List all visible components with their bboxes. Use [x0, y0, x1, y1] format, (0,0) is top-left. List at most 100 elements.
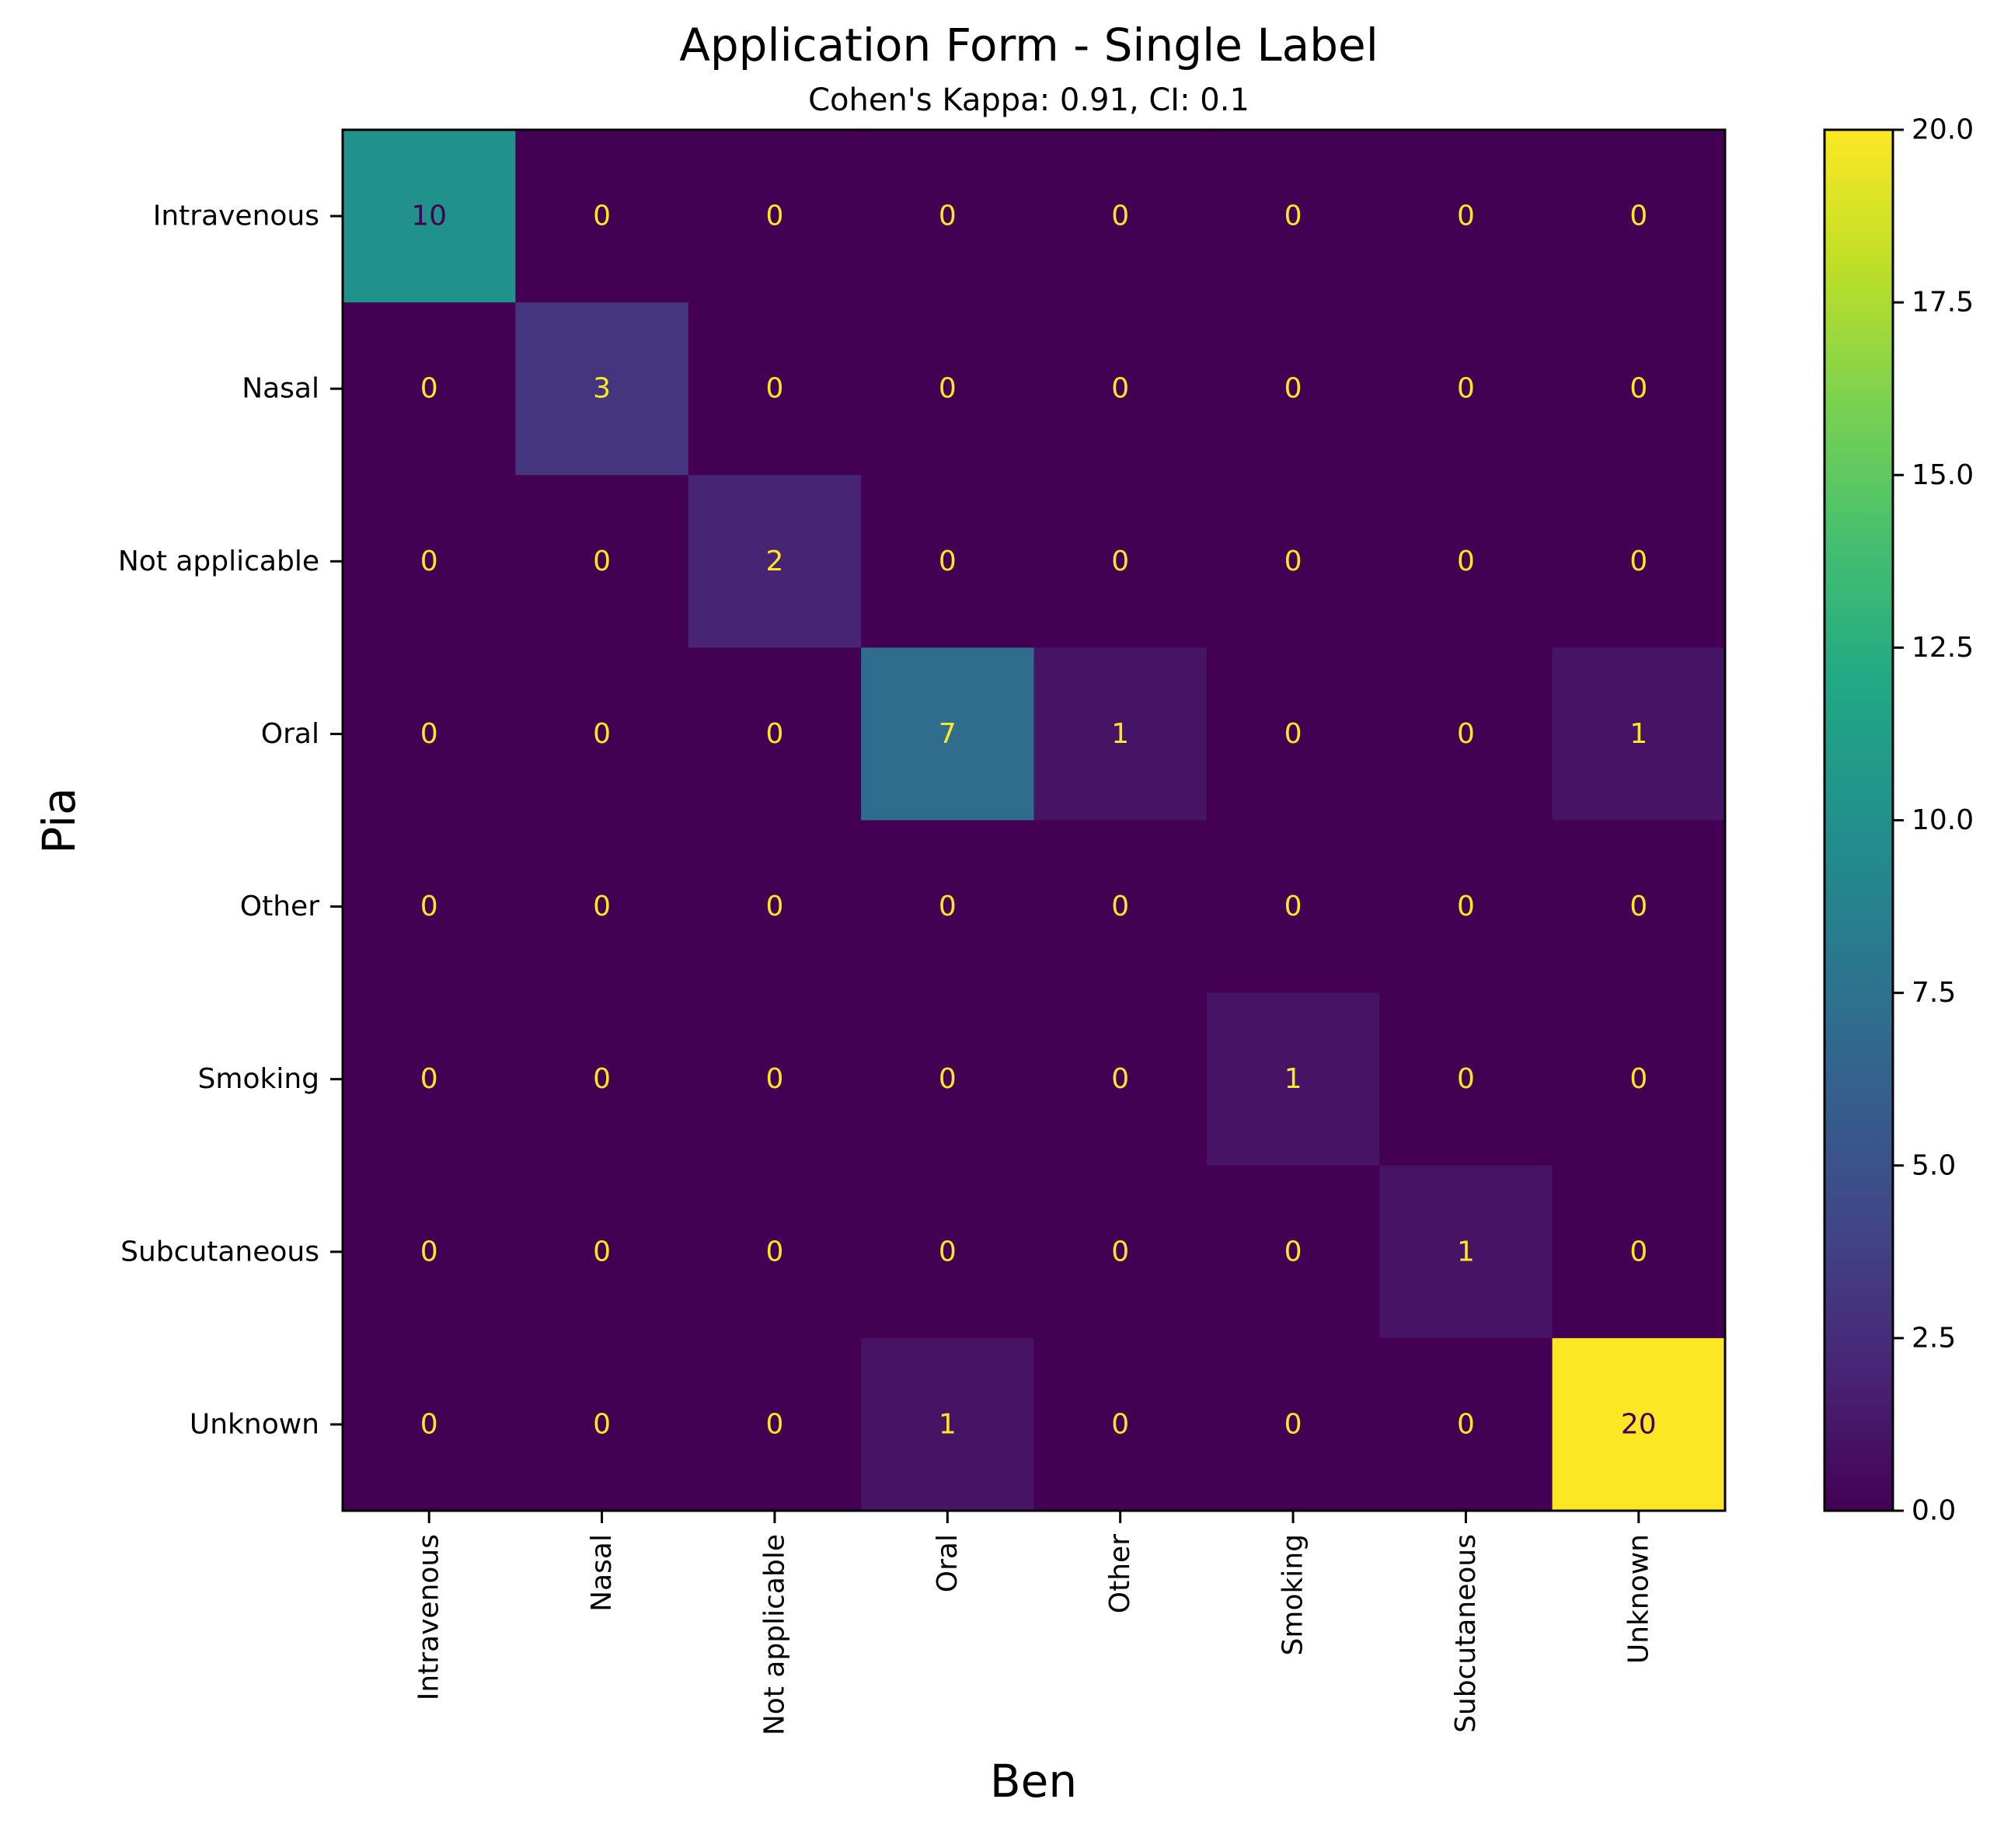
x-tick-label: Oral: [932, 1534, 964, 1592]
cell-value-label: 0: [420, 373, 438, 405]
heatmap-cell: [1379, 475, 1553, 648]
chart-subtitle: Cohen's Kappa: 0.91, CI: 0.1: [808, 82, 1249, 118]
cell-value-label: 0: [1111, 1236, 1129, 1267]
x-tick-label: Unknown: [1622, 1534, 1654, 1664]
cell-value-label: 0: [1284, 718, 1302, 750]
cell-value-label: 0: [420, 1408, 438, 1440]
cell-value-label: 10: [411, 200, 447, 232]
heatmap-cell: [1379, 820, 1553, 994]
cell-value-label: 1: [1629, 718, 1647, 750]
x-tick-label: Subcutaneous: [1450, 1534, 1482, 1733]
cell-value-label: 0: [939, 891, 957, 922]
cell-value-label: 0: [1284, 1408, 1302, 1440]
colorbar: [1823, 128, 1894, 1512]
heatmap-cell: [515, 820, 689, 994]
chart-title: Application Form - Single Label: [679, 19, 1378, 71]
heatmap-cell: [861, 302, 1035, 476]
heatmap-cell: [1206, 820, 1380, 994]
heatmap-cell: [688, 820, 862, 994]
heatmap-cell: [1033, 647, 1208, 821]
cell-value-label: 0: [1457, 1063, 1475, 1095]
cell-value-label: 0: [593, 891, 611, 922]
y-tick-label: Smoking: [198, 1063, 319, 1095]
heatmap-cell: [1033, 1337, 1208, 1512]
y-tick-label: Subcutaneous: [120, 1236, 319, 1267]
cell-value-label: 0: [1457, 891, 1475, 922]
heatmap-cell: [688, 130, 862, 303]
heatmap-cell: [688, 992, 862, 1166]
cell-value-label: 3: [593, 373, 611, 405]
cell-value-label: 0: [593, 718, 611, 750]
heatmap-cell: [515, 302, 689, 476]
colorbar-tick-label: 17.5: [1912, 287, 1974, 319]
cell-value-label: 0: [1284, 1236, 1302, 1267]
heatmap-cell: [688, 302, 862, 476]
cell-value-label: 1: [1457, 1236, 1475, 1267]
cell-value-label: 0: [765, 1236, 783, 1267]
cell-value-label: 0: [765, 1408, 783, 1440]
cell-value-label: 0: [939, 546, 957, 577]
x-axis: Intravenous Nasal Not applicable Oral Other S…: [413, 1511, 1654, 1735]
cell-value-label: 1: [1284, 1063, 1302, 1095]
heatmap-cell: [1552, 302, 1726, 476]
heatmap-cell: [1206, 475, 1380, 648]
cell-value-label: 0: [1284, 546, 1302, 577]
y-tick-label: Not applicable: [118, 546, 319, 577]
heatmap-cell: [515, 992, 689, 1166]
heatmap-cell: [1033, 1165, 1208, 1339]
cell-value-label: 0: [1629, 1236, 1647, 1267]
colorbar-tick-label: 10.0: [1912, 804, 1974, 836]
cell-value-label: 0: [1111, 200, 1129, 232]
cell-value-label: 0: [593, 1063, 611, 1095]
cell-value-label: 0: [420, 1063, 438, 1095]
cell-value-label: 0: [1457, 1408, 1475, 1440]
heatmap-cell: [1552, 992, 1726, 1166]
cell-value-label: 0: [939, 200, 957, 232]
heatmap-cell: [1552, 130, 1726, 303]
cell-value-label: 0: [1457, 200, 1475, 232]
x-tick-label: Nasal: [586, 1534, 618, 1612]
heatmap-cell: [861, 992, 1035, 1166]
heatmap-cell: [1033, 820, 1208, 994]
cell-value-label: 0: [1629, 200, 1647, 232]
cell-value-label: 0: [1284, 891, 1302, 922]
heatmap-cell: [343, 647, 516, 821]
heatmap-cell: [343, 820, 516, 994]
x-tick-label: Smoking: [1277, 1534, 1309, 1655]
heatmap-cell: [343, 302, 516, 476]
heatmap-cell: [1033, 992, 1208, 1166]
y-tick-label: Other: [240, 891, 319, 922]
heatmap-cell: [1033, 130, 1208, 303]
heatmap-cell: [1033, 475, 1208, 648]
cell-value-label: 0: [420, 546, 438, 577]
cell-value-label: 0: [1111, 546, 1129, 577]
cell-value-label: 0: [765, 200, 783, 232]
y-tick-label: Unknown: [190, 1408, 319, 1440]
heatmap-cell: [1552, 1165, 1726, 1339]
cell-value-label: 0: [765, 373, 783, 405]
heatmap-cell: [1552, 647, 1726, 821]
heatmap-cell: [1206, 302, 1380, 476]
heatmap-cell: [1552, 475, 1726, 648]
heatmap-cell: [515, 475, 689, 648]
heatmap-cell: [343, 992, 516, 1166]
heatmap-cell: [1206, 1337, 1380, 1512]
heatmap-cell: [1033, 302, 1208, 476]
heatmap-cell: [1552, 1337, 1726, 1512]
cell-value-label: 0: [1457, 718, 1475, 750]
colorbar-ticks: 0.0 2.5 5.0 7.5 10.0 12.5 15.0 17.5 20.0: [1893, 114, 1974, 1527]
heatmap-cell: [343, 1165, 516, 1339]
heatmap-cell: [1379, 992, 1553, 1166]
heatmap-cell: [343, 475, 516, 648]
heatmap-cell: [861, 820, 1035, 994]
heatmap-cell: [861, 1337, 1035, 1512]
colorbar-tick-label: 2.5: [1912, 1322, 1956, 1354]
x-tick-label: Not applicable: [758, 1534, 790, 1735]
cell-value-label: 0: [593, 1408, 611, 1440]
heatmap-cell: [1379, 1337, 1553, 1512]
heatmap-cells: [343, 130, 1726, 1512]
y-tick-label: Nasal: [242, 373, 319, 405]
colorbar-tick-label: 20.0: [1912, 114, 1974, 146]
cell-value-label: 0: [1111, 373, 1129, 405]
